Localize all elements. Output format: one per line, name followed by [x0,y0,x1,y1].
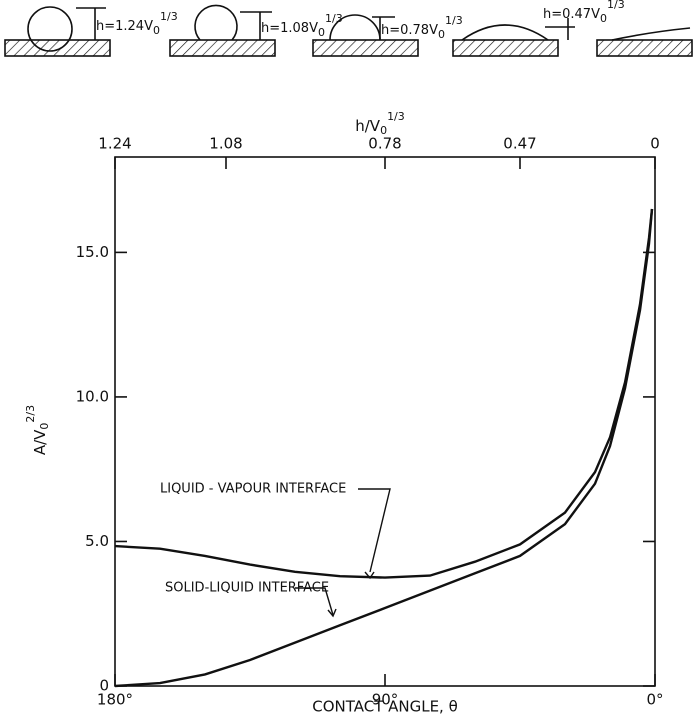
drop-label-text: h=0.78V [381,23,438,38]
y-tick-label: 0 [99,677,109,695]
drop-labels: h=1.24V01/3h=1.08V01/3h=0.78V01/3 h=0.47V… [96,0,625,41]
drop-label: h=0.78V01/3 [381,14,463,41]
drop [27,6,73,52]
drop-label: h=1.08V01/3 [261,12,343,39]
drop-label: h=0.47V01/3 [543,0,625,25]
drop [461,24,549,41]
substrate [596,39,693,57]
x-tick-label: 180° [97,691,133,709]
y-axis-label-sub: 0 [38,423,51,430]
plot-frame [114,156,656,687]
drop-label-sup: 1/3 [325,12,343,25]
y-tick-label: 15.0 [76,243,109,261]
annotation-arrows [295,488,391,618]
top-axis-label-text: h/V [355,117,381,135]
y-tick-label: 10.0 [76,387,109,405]
series-label: SOLID-LIQUID INTERFACE [165,581,329,596]
x-axis-label: CONTACT ANGLE, θ [312,698,458,716]
y-axis-label-text: A/V [31,429,49,455]
drop-label-sup: 1/3 [160,10,178,23]
drop-label-sup: 1/3 [607,0,625,11]
drop-diagrams [4,4,693,57]
drop-label-text: h=1.24V [96,19,153,34]
drop-label-sub: 0 [600,12,607,25]
substrate [312,39,419,57]
drop-label: h=1.24V01/3 [96,10,178,37]
drop [194,4,238,41]
drop [611,27,691,41]
drop-label-text: h=1.08V [261,21,318,36]
top-axis-label: h/V01/3 [355,110,405,137]
y-tick-label: 5.0 [85,532,109,550]
top-tick-label: 0 [650,135,660,153]
drop-label-sub: 0 [153,24,160,37]
drop-label-sub: 0 [438,28,445,41]
drop-label-sub: 0 [318,26,325,39]
top-tick-label: 1.24 [98,135,131,153]
top-axis-label-sup: 1/3 [387,110,405,123]
top-tick-label: 1.08 [209,135,242,153]
y-axis-label: A/V02/3 [24,405,51,455]
y-axis-label-sup: 2/3 [24,405,37,423]
series-line [114,208,654,688]
drop-label-sup: 1/3 [445,14,463,27]
x-tick-label: 90° [372,691,399,709]
x-tick-label: 0° [646,691,663,709]
substrate [169,39,276,57]
substrate [452,39,559,57]
top-tick-label: 0.47 [503,135,536,153]
top-tick-label: 0.78 [368,135,401,153]
drop [329,14,381,41]
drop-label-text: h=0.47V [543,7,600,22]
substrate [4,39,111,57]
series-label: LIQUID - VAPOUR INTERFACE [160,482,346,497]
top-axis-label-sub: 0 [380,124,387,137]
series-line [114,208,654,579]
